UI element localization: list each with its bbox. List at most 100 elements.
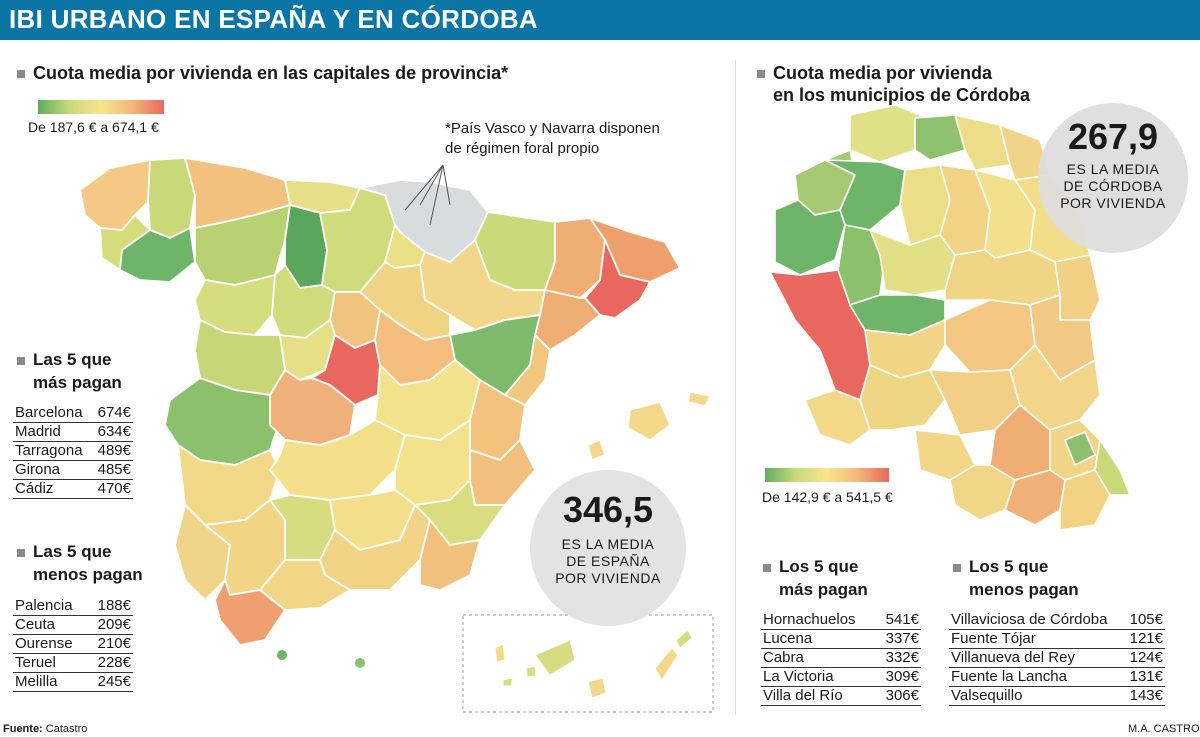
city-name: Girona [13, 460, 88, 480]
cordoba-top-table: Hornachuelos 541€ Lucena 337€ Cabra 332€ La… [761, 611, 921, 706]
town-value: 124€ [1119, 648, 1165, 668]
foral-note-line2: de régimen foral propio [445, 140, 600, 157]
table-row: Villanueva del Rey 124€ [949, 648, 1165, 668]
spain-average-line2: DE ESPAÑA [566, 553, 650, 569]
table-row: Valsequillo 143€ [949, 686, 1165, 706]
city-name: Ceuta [13, 615, 84, 635]
cordoba-title-line2: en los municipios de Córdoba [773, 85, 1031, 105]
town-name: Fuente Tójar [949, 629, 1120, 649]
cordoba-section-title: Cuota media por vivienda en los municipi… [757, 62, 1030, 106]
source-text: Catastro [45, 723, 88, 735]
cordoba-top-title-line2: más pagan [779, 580, 868, 599]
cordoba-average-line3: POR VIVIENDA [1060, 195, 1166, 211]
province-ciudad-real [269, 419, 406, 501]
spain-legend-label: De 187,6 € a 674,1 € [28, 119, 159, 135]
muni-southeast-2 [1064, 431, 1096, 466]
cordoba-legend-label: De 142,9 € a 541,5 € [762, 489, 893, 505]
spain-bottom-table: Palencia 188€ Ceuta 209€ Ourense 210€ Terue… [13, 597, 133, 692]
table-row: La Victoria 309€ [761, 667, 921, 687]
muni-center-6 [944, 249, 1061, 306]
town-name: Villaviciosa de Córdoba [949, 611, 1120, 630]
source-label: Fuente: [3, 723, 43, 735]
cordoba-legend-gradient [765, 468, 889, 482]
table-row: Ourense 210€ [13, 634, 133, 654]
town-name: Villa del Río [761, 686, 872, 706]
town-name: Villanueva del Rey [949, 648, 1120, 668]
city-name: Cádiz [13, 479, 88, 499]
source-credit: Fuente: Catastro [3, 723, 87, 735]
cordoba-bottom-title: Los 5 que menos pagan [953, 555, 1079, 601]
town-value: 105€ [1119, 611, 1165, 630]
cordoba-top-title-line1: Los 5 que [779, 557, 859, 576]
town-value: 306€ [871, 686, 921, 706]
town-name: Valsequillo [949, 686, 1120, 706]
island-menorca [687, 391, 712, 407]
author-credit: M.A. CASTRO [1128, 723, 1200, 735]
table-row: Madrid 634€ [13, 422, 133, 442]
spain-bottom-title: Las 5 que menos pagan [17, 540, 143, 586]
bullet-square-icon [757, 70, 765, 79]
spain-legend-gradient [38, 100, 164, 114]
city-value: 188€ [83, 597, 133, 616]
province-leon [194, 204, 291, 286]
town-value: 337€ [871, 629, 921, 649]
island-ibiza [587, 438, 606, 461]
cordoba-average-badge: 267,9 ES LA MEDIA DE CÓRDOBA POR VIVIEND… [1038, 103, 1188, 253]
cordoba-top-title: Los 5 que más pagan [763, 555, 868, 601]
table-row: Fuente Tójar 121€ [949, 629, 1165, 649]
town-name: Cabra [761, 648, 872, 668]
city-name: Madrid [13, 422, 88, 442]
muni-north-3 [954, 114, 1011, 171]
bullet-square-icon [17, 356, 25, 365]
muni-east-2 [1054, 254, 1101, 321]
spain-title-text: Cuota media por vivienda en las capitale… [33, 63, 509, 83]
cordoba-average-line2: DE CÓRDOBA [1063, 178, 1163, 194]
spain-bottom-title-line1: Las 5 que [33, 542, 112, 561]
spain-top-table: Barcelona 674€ Madrid 634€ Tarragona 489€ G… [13, 404, 133, 499]
town-value: 121€ [1119, 629, 1165, 649]
province-cadiz [214, 579, 286, 646]
note-pointers [404, 164, 451, 226]
city-value: 674€ [87, 404, 133, 423]
table-row: Villaviciosa de Córdoba 105€ [949, 611, 1165, 630]
city-value: 228€ [83, 653, 133, 673]
table-row: Girona 485€ [13, 460, 133, 480]
balearic-islands [587, 391, 712, 461]
foral-note: *País Vasco y Navarra disponen de régime… [445, 119, 660, 159]
town-value: 309€ [871, 667, 921, 687]
city-name: Melilla [13, 672, 84, 692]
bullet-square-icon [17, 70, 25, 79]
spain-average-badge: 346,5 ES LA MEDIA DE ESPAÑA POR VIVIENDA [530, 470, 686, 626]
table-row: Melilla 245€ [13, 672, 133, 692]
page-title: IBI URBANO EN ESPAÑA Y EN CÓRDOBA [9, 4, 538, 34]
cordoba-average-value: 267,9 [1067, 116, 1159, 157]
city-value: 245€ [83, 672, 133, 692]
cordoba-bottom-title-line1: Los 5 que [969, 557, 1049, 576]
spain-section-title: Cuota media por vivienda en las capitale… [17, 62, 508, 84]
table-row: Cabra 332€ [761, 648, 921, 668]
town-value: 131€ [1119, 667, 1165, 687]
island-tenerife [534, 639, 576, 676]
town-name: Lucena [761, 629, 872, 649]
island-gran-canaria [587, 677, 607, 699]
island-el-hierro [502, 677, 513, 687]
city-name: Ourense [13, 634, 84, 654]
muni-north-1 [849, 104, 921, 163]
cordoba-map [769, 104, 1131, 531]
table-row: Palencia 188€ [13, 597, 133, 616]
ceuta-marker [277, 650, 287, 660]
province-barcelona [584, 239, 651, 319]
city-value: 209€ [83, 615, 133, 635]
muni-southeast-3 [1094, 439, 1131, 496]
table-row: Teruel 228€ [13, 653, 133, 673]
bullet-square-icon [763, 563, 771, 572]
town-value: 541€ [871, 611, 921, 630]
section-divider [735, 60, 736, 715]
spain-top-title: Las 5 que más pagan [17, 348, 122, 394]
table-row: Tarragona 489€ [13, 441, 133, 461]
city-value: 634€ [87, 422, 133, 442]
header-bar: IBI URBANO EN ESPAÑA Y EN CÓRDOBA [0, 0, 1200, 40]
spain-average-value: 346,5 [562, 489, 654, 530]
spain-top-title-line1: Las 5 que [33, 350, 112, 369]
